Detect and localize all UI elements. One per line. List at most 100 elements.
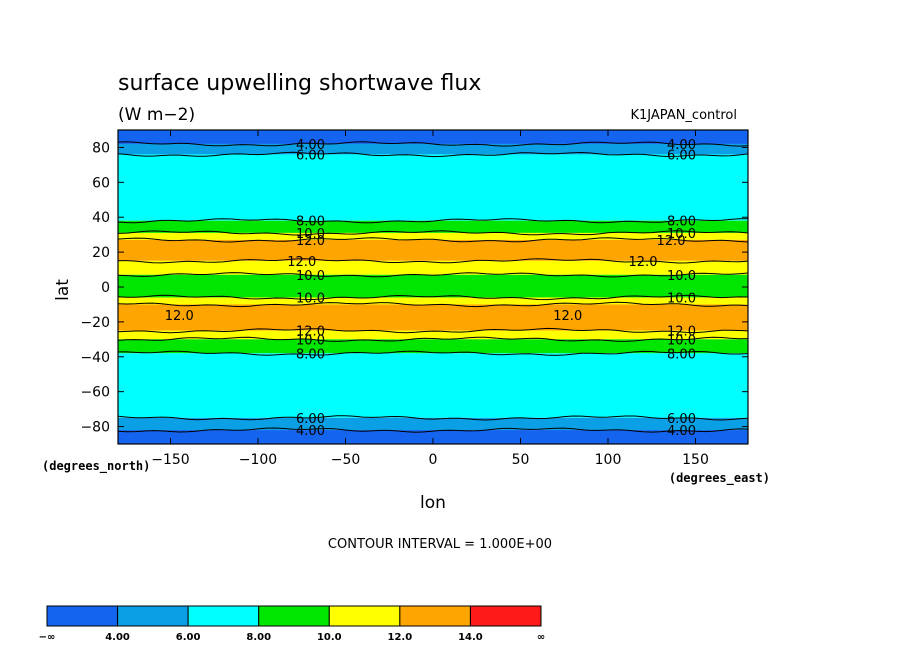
colorbar-label-3: 8.00: [246, 632, 271, 643]
band-3: [118, 220, 748, 233]
colorbar-swatch-6: [469, 605, 542, 627]
contour-line-9: [117, 327, 749, 334]
band-2: [118, 154, 748, 221]
contour-label-0: 4.00: [296, 138, 325, 153]
run-label: K1JAPAN_control: [631, 108, 737, 123]
band-12: [118, 353, 748, 418]
band-7: [118, 274, 748, 298]
x-tick-label-1: −100: [239, 452, 277, 468]
contour-line-2: [117, 218, 749, 224]
contour-label-12: 10.0: [296, 269, 325, 284]
contour-lines: [117, 141, 749, 433]
contour-label-15: 10.0: [667, 291, 696, 306]
contour-line-7: [117, 294, 749, 301]
contour-label-10: 12.0: [287, 255, 316, 270]
y-axis: 80 60 40 20 0 −20 −40 −60 −80: [80, 140, 748, 436]
contour-line-5: [117, 258, 749, 264]
contour-label-6: 10.0: [296, 227, 325, 242]
contour-label-14: 10.0: [296, 291, 325, 306]
y-tick-label-3: 20: [92, 245, 110, 261]
x-tick-label-5: 100: [595, 452, 622, 468]
contour-line-3: [117, 230, 749, 236]
contour-label-3: 6.00: [667, 148, 696, 163]
colorbar-label-0: −∞: [39, 632, 56, 643]
contour-label-1: 4.00: [667, 138, 696, 153]
y-tick-label-1: 60: [92, 175, 110, 191]
contour-label-7: 10.0: [667, 227, 696, 242]
contour-line-11: [118, 350, 749, 356]
y-tick-label-5: −20: [80, 315, 110, 331]
y-tick-label-7: −60: [80, 385, 110, 401]
contour-label-4: 8.00: [296, 215, 325, 230]
contour-label-11: 12.0: [629, 255, 658, 270]
contour-label-2: 6.00: [296, 148, 325, 163]
contour-line-1: [117, 151, 749, 158]
contour-label-25: 6.00: [667, 412, 696, 427]
contour-label-27: 4.00: [667, 424, 696, 439]
contour-line-4: [117, 237, 749, 243]
band-6: [118, 260, 748, 275]
x-tick-label-3: 0: [429, 452, 438, 468]
colorbar-label-6: 14.0: [458, 632, 483, 643]
y-tick-label-4: 0: [101, 280, 110, 296]
contour-label-26: 4.00: [296, 424, 325, 439]
x-tick-label-0: −150: [151, 452, 189, 468]
band-4: [118, 232, 748, 240]
contour-label-17: 12.0: [553, 309, 582, 324]
band-0: [118, 130, 748, 144]
contour-line-13: [117, 427, 749, 433]
contour-line-6: [117, 272, 749, 278]
colorbar-label-7: ∞: [537, 632, 545, 643]
y-tick-label-8: −80: [80, 420, 110, 436]
band-5: [118, 239, 748, 261]
contour-label-19: 12.0: [667, 325, 696, 340]
contour-label-22: 8.00: [296, 347, 325, 362]
band-11: [118, 339, 748, 354]
colorbar-swatch-2: [187, 605, 260, 627]
band-9: [118, 304, 748, 331]
x-axis: −150 −100 −50 0 50 100 150: [151, 130, 709, 468]
band-13: [118, 417, 748, 431]
contour-label-13: 10.0: [667, 269, 696, 284]
contour-interval: CONTOUR INTERVAL = 1.000E+00: [328, 537, 552, 552]
band-10: [118, 330, 748, 340]
band-8: [118, 297, 748, 305]
contour-label-21: 10.0: [667, 333, 696, 348]
contour-label-20: 10.0: [296, 333, 325, 348]
colorbar-label-4: 10.0: [317, 632, 342, 643]
y-tick-label-6: −40: [80, 350, 110, 366]
y-tick-label-0: 80: [92, 140, 110, 156]
chart-units: (W m−2): [118, 105, 195, 125]
x-tick-label-6: 150: [682, 452, 709, 468]
colorbar-swatch-0: [46, 605, 119, 627]
chart-title: surface upwelling shortwave flux: [118, 71, 481, 96]
colorbar-swatch-4: [328, 605, 401, 627]
x-tick-label-4: 50: [512, 452, 530, 468]
contour-label-16: 12.0: [165, 309, 194, 324]
contour-label-5: 8.00: [667, 215, 696, 230]
colorbar-label-2: 6.00: [176, 632, 201, 643]
contour-label-23: 8.00: [667, 347, 696, 362]
x-tick-label-2: −50: [331, 452, 361, 468]
y-units-label: (degrees_north): [42, 459, 150, 474]
colorbar-label-5: 12.0: [388, 632, 413, 643]
contour-line-0: [117, 141, 749, 147]
contour-label-24: 6.00: [296, 412, 325, 427]
contour-label-9: 12.0: [657, 234, 686, 249]
colorbar-label-1: 4.00: [105, 632, 130, 643]
contour-line-10: [117, 336, 749, 342]
colorbar-swatch-3: [258, 605, 330, 627]
contour-line-8: [117, 301, 749, 308]
x-axis-label: lon: [420, 493, 446, 513]
colorbar-swatch-1: [117, 605, 189, 627]
colorbar-swatch-5: [399, 605, 471, 627]
y-tick-label-2: 40: [92, 210, 110, 226]
colorbar: −∞ 4.00 6.00 8.00 10.0 12.0 14.0 ∞: [39, 605, 545, 643]
contour-label-8: 12.0: [296, 234, 325, 249]
color-bands: [118, 130, 748, 444]
x-units-label: (degrees_east): [669, 471, 770, 486]
y-axis-label: lat: [53, 279, 73, 301]
band-14: [118, 430, 748, 444]
